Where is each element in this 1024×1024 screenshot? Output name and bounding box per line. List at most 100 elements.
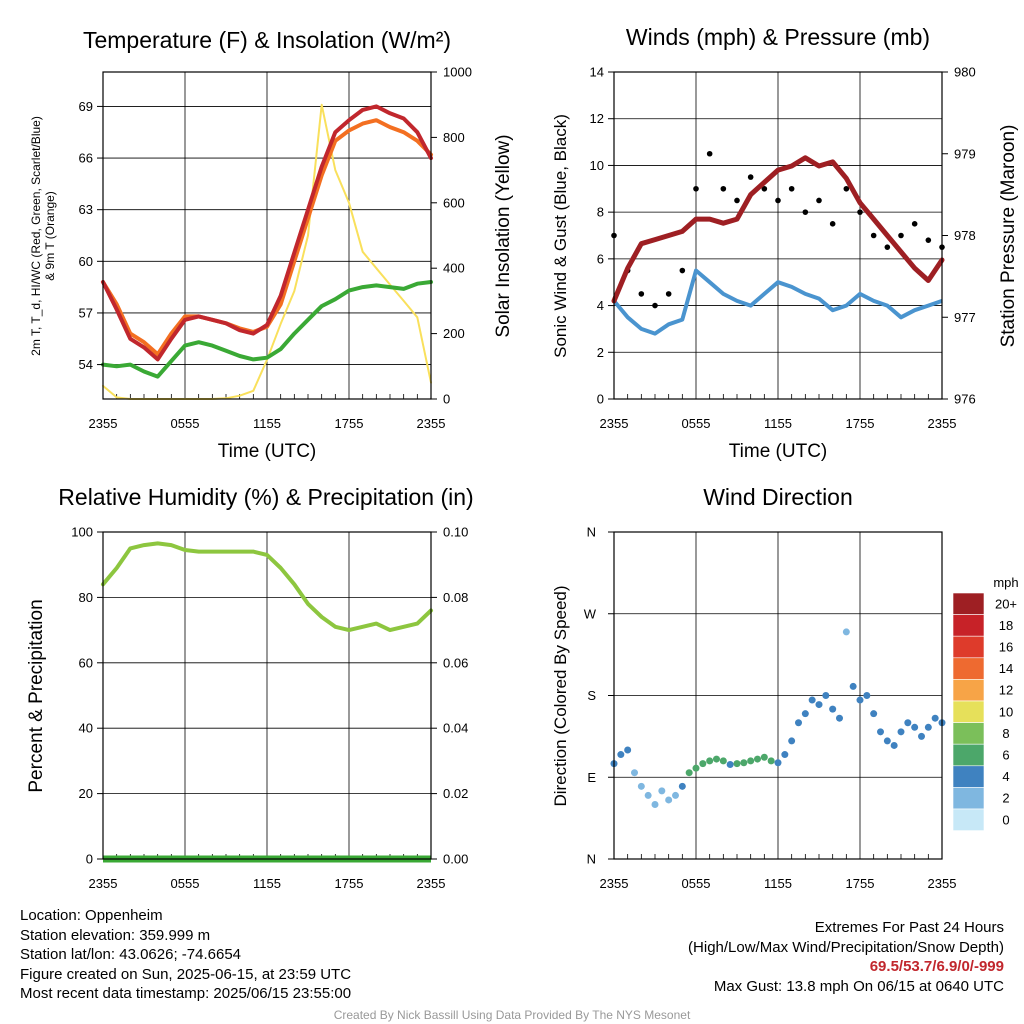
y-tick-label: 100	[71, 525, 93, 540]
gust-point	[720, 185, 727, 192]
y2-tick-label: 600	[443, 195, 465, 210]
direction-point	[678, 782, 686, 790]
elevation-text: Station elevation: 359.999 m	[20, 926, 211, 944]
max-gust-text: Max Gust: 13.8 mph On 06/15 at 0640 UTC	[713, 977, 1004, 995]
gust-point	[870, 232, 877, 239]
colorbar-swatch	[952, 743, 985, 767]
y2-tick-label: 980	[954, 65, 976, 80]
speed-colorbar: mph 20+ 18 16 14 12 10 8 6 4 2 0	[952, 575, 1019, 831]
x-tick-label: 1155	[253, 876, 281, 891]
wind-direction-title: Wind Direction	[703, 484, 853, 510]
gust-point	[925, 237, 932, 243]
direction-point	[918, 732, 925, 740]
direction-point	[726, 761, 734, 769]
gust-point	[898, 232, 904, 239]
direction-point	[924, 723, 932, 731]
x-tick-label: 2355	[928, 876, 957, 891]
direction-point	[931, 714, 939, 722]
colorbar-swatch	[952, 592, 985, 615]
y2-tick-label: 0.10	[443, 525, 468, 540]
humidity-gridlines	[103, 532, 431, 859]
y-tick-label: 14	[590, 65, 604, 80]
direction-point	[740, 759, 748, 767]
direction-point	[767, 757, 775, 765]
y2-tick-label: 1000	[443, 65, 472, 80]
direction-point	[801, 710, 809, 718]
humidity-y-ticks: 0 20 40 60 80 100	[71, 525, 103, 867]
x-tick-label: 2355	[417, 876, 446, 891]
direction-point	[808, 696, 816, 704]
direction-point	[733, 760, 741, 768]
pressure-y-label: Station Pressure (Maroon)	[998, 125, 1019, 348]
y2-tick-label: 0.08	[443, 590, 468, 605]
sonic-wind-line	[612, 268, 943, 336]
x-tick-label: 2355	[928, 416, 957, 431]
x-tick-label: 0555	[682, 416, 711, 431]
precip-y-ticks: 0.00 0.02 0.04 0.06 0.08 0.10	[431, 525, 468, 867]
colorbar-swatch	[952, 722, 985, 745]
direction-point	[672, 791, 679, 799]
direction-point	[617, 751, 625, 759]
gust-point	[775, 197, 781, 204]
created-text: Figure created on Sun, 2025-06-15, at 23…	[20, 965, 352, 983]
gust-point	[665, 291, 672, 297]
temperature-y-ticks: 54 57 60 63 66 69	[79, 99, 103, 372]
y-tick-label: W	[584, 606, 597, 621]
gust-point	[884, 244, 891, 250]
y2-tick-label: 0	[443, 392, 450, 407]
direction-point	[897, 728, 905, 736]
direction-point	[624, 746, 632, 754]
direction-point	[774, 759, 782, 767]
gust-point	[652, 302, 658, 309]
x-tick-label: 1155	[253, 416, 281, 431]
colorbar-swatch	[952, 614, 985, 637]
location-text: Location: Oppenheim	[20, 907, 163, 924]
winds-plot-area	[611, 150, 945, 336]
winds-y-ticks: 0 2 4 6 8 10 12 14	[590, 65, 614, 407]
y-tick-label: 0	[597, 392, 604, 407]
relative-humidity-line	[101, 541, 433, 633]
temperature-plot-area	[101, 103, 433, 400]
direction-point	[747, 757, 755, 765]
y-tick-label: E	[587, 770, 596, 785]
x-tick-label: 2355	[89, 416, 118, 431]
direction-point	[665, 796, 673, 804]
series-t-d-line	[101, 280, 433, 379]
x-tick-label: 1755	[335, 876, 364, 891]
wind-direction-gridlines	[614, 532, 942, 859]
direction-point	[911, 723, 919, 731]
credit-text: Created By Nick Bassill Using Data Provi…	[333, 1008, 691, 1022]
x-tick-label: 1155	[764, 416, 792, 431]
y-tick-label: 66	[79, 151, 93, 166]
y2-tick-label: 200	[443, 326, 465, 341]
direction-point	[706, 757, 714, 765]
wind-direction-y-ticks: N E S W N	[584, 525, 614, 867]
x-tick-label: 2355	[417, 416, 446, 431]
y2-tick-label: 0.00	[443, 852, 468, 867]
temperature-title: Temperature (F) & Insolation (W/m²)	[83, 27, 451, 53]
x-tick-label: 0555	[171, 416, 200, 431]
y-tick-label: 60	[79, 254, 93, 269]
temperature-y-label-line2: & 9m T (Orange)	[43, 191, 57, 281]
gust-point	[734, 197, 740, 204]
gust-point	[761, 185, 768, 192]
gust-point	[816, 197, 822, 204]
x-tick-label: 0555	[682, 876, 711, 891]
direction-point	[637, 782, 645, 790]
pressure-y-ticks: 976 977 978 979 980	[942, 65, 976, 407]
gust-point	[706, 150, 713, 157]
direction-point	[883, 737, 891, 745]
y-tick-label: 20	[79, 786, 93, 801]
gust-point	[802, 209, 809, 215]
humidity-frame	[102, 531, 432, 860]
humidity-panel: Relative Humidity (%) & Precipitation (i…	[26, 484, 474, 891]
direction-point	[685, 769, 693, 777]
station-pressure-line	[611, 155, 945, 304]
y-tick-label: 8	[597, 205, 604, 220]
colorbar-label: 16	[999, 640, 1013, 655]
y-tick-label: 6	[597, 251, 604, 266]
direction-point	[856, 696, 864, 704]
y-tick-label: N	[587, 525, 596, 540]
colorbar-label: 20+	[995, 596, 1017, 611]
y-tick-label: N	[587, 852, 596, 867]
